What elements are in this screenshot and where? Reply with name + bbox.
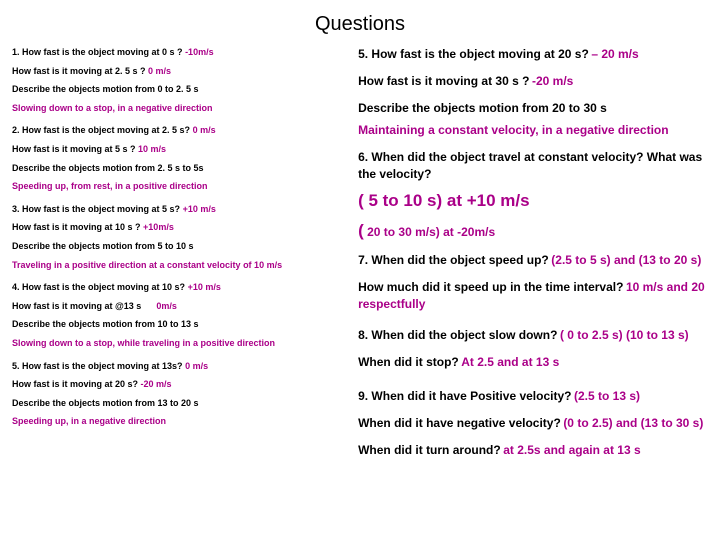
- q1b: How fast is it moving at 2. 5 s ?: [12, 66, 146, 76]
- rq7b: How much did it speed up in the time int…: [358, 280, 623, 294]
- ra9c: at 2.5s and again at 13 s: [503, 443, 640, 457]
- rq9c: When did it turn around?: [358, 443, 501, 457]
- ra9b: (0 to 2.5) and (13 to 30 s): [563, 416, 703, 430]
- ra6a: ( 5 to 10 s) at +10 m/s: [358, 189, 706, 213]
- a4c: Slowing down to a stop, while traveling …: [12, 337, 346, 350]
- a1c: Slowing down to a stop, in a negative di…: [12, 102, 346, 115]
- q2b: How fast is it moving at 5 s ?: [12, 144, 136, 154]
- a2c: Speeding up, from rest, in a positive di…: [12, 180, 346, 193]
- content-columns: 1. How fast is the object moving at 0 s …: [12, 46, 708, 465]
- ra5: – 20 m/s: [591, 47, 638, 61]
- ra8b: At 2.5 and at 13 s: [461, 355, 559, 369]
- rq7: 7. When did the object speed up?: [358, 253, 549, 267]
- rq6: 6. When did the object travel at constan…: [358, 149, 706, 183]
- q5b: How fast is it moving at 20 s?: [12, 379, 138, 389]
- q1c: Describe the objects motion from 0 to 2.…: [12, 83, 346, 96]
- rq5: 5. How fast is the object moving at 20 s…: [358, 47, 589, 61]
- rq5c: Describe the objects motion from 20 to 3…: [358, 100, 706, 117]
- q1a: 1. How fast is the object moving at 0 s …: [12, 47, 183, 57]
- a1b: 0 m/s: [148, 66, 171, 76]
- a5b: -20 m/s: [141, 379, 172, 389]
- q2c: Describe the objects motion from 2. 5 s …: [12, 162, 346, 175]
- q5c: Describe the objects motion from 13 to 2…: [12, 397, 346, 410]
- a2b: 10 m/s: [138, 144, 166, 154]
- ra7: (2.5 to 5 s) and (13 to 20 s): [551, 253, 701, 267]
- rq8b: When did it stop?: [358, 355, 459, 369]
- rq9: 9. When did it have Positive velocity?: [358, 389, 571, 403]
- q3a: 3. How fast is the object moving at 5 s?: [12, 204, 180, 214]
- q4a: 4. How fast is the object moving at 10 s…: [12, 282, 185, 292]
- q3c: Describe the objects motion from 5 to 10…: [12, 240, 346, 253]
- a3c: Traveling in a positive direction at a c…: [12, 259, 346, 272]
- q2a: 2. How fast is the object moving at 2. 5…: [12, 125, 190, 135]
- ra6b-text: 20 to 30 m/s) at -20m/s: [364, 225, 495, 239]
- a4b: 0m/s: [156, 301, 177, 311]
- a5c: Speeding up, in a negative direction: [12, 415, 346, 428]
- ra8: ( 0 to 2.5 s) (10 to 13 s): [560, 328, 689, 342]
- q4b: How fast is it moving at @13 s: [12, 301, 141, 311]
- q5a: 5. How fast is the object moving at 13s?: [12, 361, 183, 371]
- a5a: 0 m/s: [185, 361, 208, 371]
- page-title: Questions: [12, 10, 708, 38]
- right-column: 5. How fast is the object moving at 20 s…: [358, 46, 706, 465]
- q4c: Describe the objects motion from 10 to 1…: [12, 318, 346, 331]
- a2a: 0 m/s: [193, 125, 216, 135]
- q3b: How fast is it moving at 10 s ?: [12, 222, 141, 232]
- left-column: 1. How fast is the object moving at 0 s …: [12, 46, 346, 465]
- ra5b: -20 m/s: [532, 74, 573, 88]
- rq5b: How fast is it moving at 30 s ?: [358, 74, 529, 88]
- a3a: +10 m/s: [183, 204, 216, 214]
- a3b: +10m/s: [143, 222, 174, 232]
- rq8: 8. When did the object slow down?: [358, 328, 557, 342]
- ra9: (2.5 to 13 s): [574, 389, 640, 403]
- ra5c: Maintaining a constant velocity, in a ne…: [358, 122, 706, 139]
- rq9b: When did it have negative velocity?: [358, 416, 561, 430]
- a4a: +10 m/s: [188, 282, 221, 292]
- a1a: -10m/s: [185, 47, 214, 57]
